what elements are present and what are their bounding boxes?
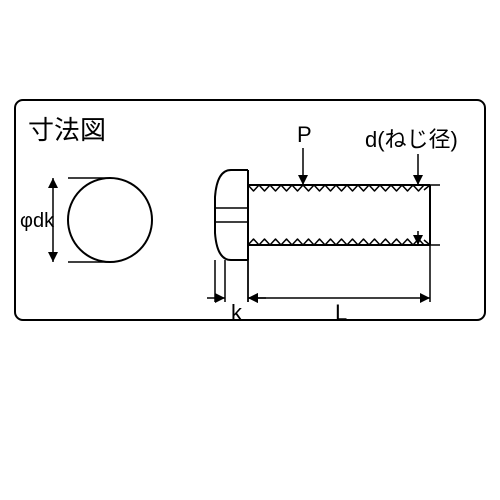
k-label: k bbox=[231, 300, 242, 326]
title-label: 寸法図 bbox=[28, 110, 106, 147]
diagram-svg bbox=[0, 0, 500, 500]
diagram-stage: 寸法図 φdk k L P d(ねじ径) bbox=[0, 0, 500, 500]
P-label: P bbox=[297, 122, 312, 148]
L-label: L bbox=[335, 300, 347, 326]
phidk-label: φdk bbox=[20, 210, 54, 233]
d-label: d(ねじ径) bbox=[365, 122, 458, 154]
